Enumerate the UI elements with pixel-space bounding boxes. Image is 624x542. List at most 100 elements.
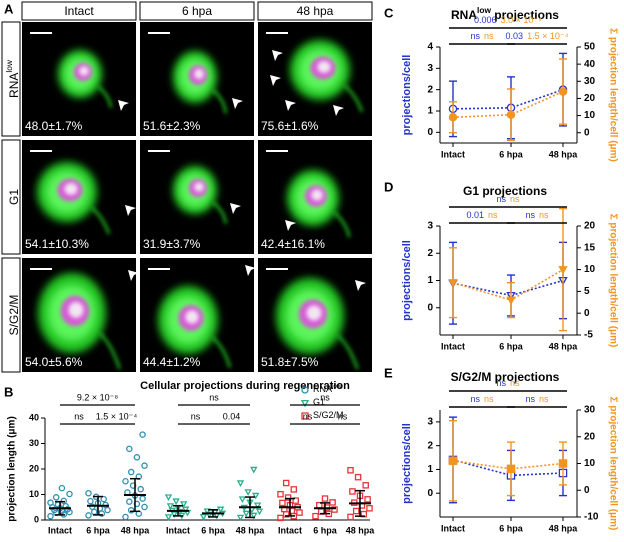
significance-label: ns: [191, 411, 201, 421]
significance-label: ns ns: [470, 31, 494, 41]
marker: [139, 495, 146, 502]
y-axis-label: projections/cell: [401, 55, 413, 136]
significance-value: 0.03: [506, 31, 524, 41]
marker: [181, 506, 190, 514]
x-tick-label: 48 hpa: [346, 525, 376, 535]
y2-tick-label: 30: [584, 76, 596, 87]
x-tick-label: Intact: [441, 341, 465, 351]
x-tick-label: Intact: [278, 525, 302, 535]
y-tick-label: 2: [427, 440, 433, 451]
arrowhead: [285, 100, 296, 111]
legend-label: G1: [313, 397, 325, 407]
series-line: [452, 90, 564, 119]
marker: [250, 512, 258, 520]
significance-value: ns: [484, 394, 494, 404]
panel-label: B: [4, 384, 13, 399]
marker: [448, 113, 458, 122]
y-tick-label: 1: [427, 464, 433, 475]
y-axis-label: projections/cell: [401, 423, 413, 504]
x-tick-label: 6 hpa: [499, 341, 524, 351]
column-header-box: [139, 1, 255, 21]
significance-value: ns: [470, 31, 480, 41]
y2-tick-label: 50: [584, 42, 596, 53]
marker: [133, 454, 141, 461]
marker: [90, 508, 98, 516]
significance-value: ns: [510, 194, 520, 204]
marker: [87, 497, 94, 505]
y2-tick-label: 0: [584, 308, 590, 319]
chart-title-base: RNA: [451, 8, 477, 22]
marker: [255, 508, 264, 516]
y-tick-label: 3: [427, 221, 433, 232]
marker: [331, 506, 338, 513]
significance-value: ns: [525, 394, 535, 404]
y2-tick-label: 20: [584, 93, 596, 104]
column-header: Intact: [64, 4, 94, 18]
marker: [366, 505, 373, 512]
significance-value: ns: [510, 378, 520, 388]
chart-title: S/G2/M projections: [451, 370, 560, 384]
column-header: 6 hpa: [182, 4, 212, 18]
y-tick-label: 20: [29, 463, 39, 473]
micrograph: 54.1±10.3%: [22, 140, 136, 254]
projection: [211, 201, 228, 224]
row-label-box: [1, 21, 21, 137]
row-label-base: S/G2/M: [7, 295, 21, 336]
y2-tick-label: 15: [584, 242, 596, 253]
nucleus-bright: [64, 183, 78, 195]
percentage: 42.4±16.1%: [261, 237, 325, 251]
x-tick-label: 48 hpa: [549, 341, 579, 351]
marker: [52, 494, 60, 501]
legend-label-base: RNA: [313, 384, 332, 394]
percentage: 75.6±1.6%: [261, 119, 319, 133]
marker: [362, 482, 369, 489]
nucleus-bright: [311, 189, 323, 201]
significance-label: ns: [209, 392, 219, 402]
x-tick-label: 48 hpa: [549, 523, 579, 533]
marker: [558, 459, 568, 468]
panel-label: D: [384, 179, 393, 194]
significance-label: ns: [320, 392, 330, 402]
marker: [312, 512, 319, 520]
row-label-box: [1, 139, 21, 255]
marker: [301, 386, 309, 394]
row-label-base: RNA: [7, 73, 21, 98]
marker: [166, 503, 175, 510]
y2-tick-label: 10: [584, 458, 596, 469]
marker: [253, 502, 262, 510]
marker: [127, 507, 135, 514]
marker: [279, 499, 286, 507]
percentage: 48.0±1.7%: [25, 119, 83, 133]
marker: [329, 499, 336, 506]
arrowhead: [270, 75, 281, 86]
legend-label: S/G2/M: [313, 410, 344, 420]
y2-tick-label: 10: [584, 264, 596, 275]
percentage: 51.8±7.5%: [261, 355, 319, 369]
marker: [100, 495, 107, 503]
y2-tick-label: 0: [584, 485, 590, 496]
projection: [332, 211, 351, 238]
micrograph: 31.9±3.7%: [140, 140, 254, 254]
y-tick-label: 2: [427, 248, 433, 259]
significance-label: ns ns: [496, 194, 520, 204]
marker: [292, 497, 299, 504]
marker: [236, 480, 245, 487]
x-tick-label: 48 hpa: [121, 525, 151, 535]
y2-axis-label: Σ projection length/cell (μm): [607, 214, 618, 348]
chart-title-after: projections: [491, 8, 559, 22]
marker: [242, 510, 250, 518]
marker: [250, 466, 258, 474]
projection: [211, 89, 228, 114]
marker: [164, 514, 173, 521]
y2-tick-label: 20: [584, 221, 596, 232]
arrowhead: [272, 50, 283, 61]
projection: [90, 206, 111, 235]
micrograph: 54.0±5.6%: [22, 258, 139, 372]
marker: [352, 507, 360, 515]
y-tick-label: 0: [427, 488, 433, 499]
y-tick-label: 30: [29, 438, 39, 448]
marker: [290, 486, 298, 493]
arrowhead: [285, 220, 296, 231]
x-tick-label: 6 hpa: [86, 525, 111, 535]
y-tick-label: 40: [29, 412, 39, 422]
